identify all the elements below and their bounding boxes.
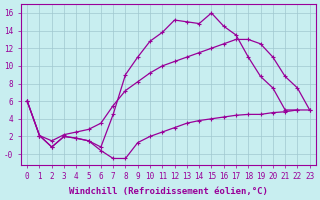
X-axis label: Windchill (Refroidissement éolien,°C): Windchill (Refroidissement éolien,°C) xyxy=(69,187,268,196)
